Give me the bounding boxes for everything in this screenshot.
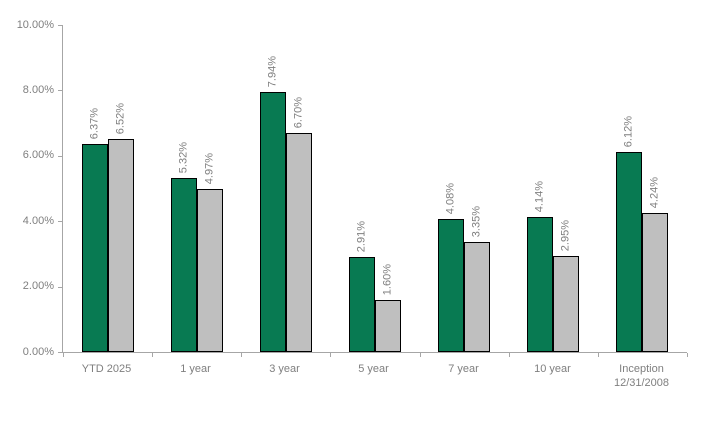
bar-data-label: 4.14% xyxy=(533,180,546,212)
bar-series-2-gray xyxy=(286,133,312,352)
bar-series-1-green xyxy=(527,217,553,352)
x-axis-tick xyxy=(241,353,242,357)
y-axis-tick xyxy=(58,352,62,353)
bar-data-label: 4.08% xyxy=(444,182,457,214)
bar-series-1-green xyxy=(438,219,464,352)
bar-data-label: 5.32% xyxy=(177,141,190,173)
x-axis-tick xyxy=(63,353,64,357)
bar-data-label: 7.94% xyxy=(266,55,279,87)
y-axis-tick xyxy=(58,287,62,288)
y-axis-label: 2.00% xyxy=(22,280,54,292)
y-axis-tick xyxy=(58,156,62,157)
x-axis-category-label: 7 year xyxy=(448,363,479,375)
bar-series-2-gray xyxy=(464,242,490,352)
x-axis-tick xyxy=(687,353,688,357)
bar-data-label: 6.70% xyxy=(292,96,305,128)
x-axis-tick xyxy=(420,353,421,357)
bar-series-2-gray xyxy=(197,189,223,352)
x-axis-category-label: Inception 12/31/2008 xyxy=(613,363,670,389)
bar-data-label: 6.52% xyxy=(114,102,127,134)
bar-data-label: 2.95% xyxy=(559,219,572,251)
bar-series-1-green xyxy=(171,178,197,352)
bar-series-2-gray xyxy=(375,300,401,352)
y-axis-label: 4.00% xyxy=(22,215,54,227)
y-axis-tick xyxy=(58,221,62,222)
bar-series-2-gray xyxy=(642,213,668,352)
x-axis-tick xyxy=(598,353,599,357)
bar-data-label: 4.97% xyxy=(203,152,216,184)
y-axis-label: 0.00% xyxy=(22,346,54,358)
y-axis-label: 10.00% xyxy=(16,19,54,31)
x-axis-tick xyxy=(509,353,510,357)
y-axis-label: 8.00% xyxy=(22,84,54,96)
x-axis-category-label: 5 year xyxy=(358,363,389,375)
y-axis-label: 6.00% xyxy=(22,149,54,161)
x-axis-category-label: 1 year xyxy=(180,363,211,375)
y-axis-tick xyxy=(58,25,62,26)
bar-data-label: 4.24% xyxy=(648,176,661,208)
y-axis-tick xyxy=(58,90,62,91)
x-axis-tick xyxy=(330,353,331,357)
bar-series-1-green xyxy=(260,92,286,352)
x-axis-category-label: YTD 2025 xyxy=(81,363,132,375)
bar-data-label: 6.12% xyxy=(622,115,635,147)
bar-data-label: 6.37% xyxy=(88,107,101,139)
x-axis-category-label: 10 year xyxy=(534,363,571,375)
bar-series-2-gray xyxy=(108,139,134,352)
bar-data-label: 3.35% xyxy=(470,205,483,237)
bar-data-label: 2.91% xyxy=(355,220,368,252)
x-axis-category-label: 3 year xyxy=(269,363,300,375)
x-axis-tick xyxy=(152,353,153,357)
bar-series-2-gray xyxy=(553,256,579,352)
bar-series-1-green xyxy=(349,257,375,352)
bar-series-1-green xyxy=(82,144,108,352)
plot-area: 6.37% 6.52% 5.32% 4.97% 7.94% 6.70% 2.91% 1.60%… xyxy=(58,25,688,357)
bar-data-label: 1.60% xyxy=(381,263,394,295)
bar-series-1-green xyxy=(616,152,642,352)
